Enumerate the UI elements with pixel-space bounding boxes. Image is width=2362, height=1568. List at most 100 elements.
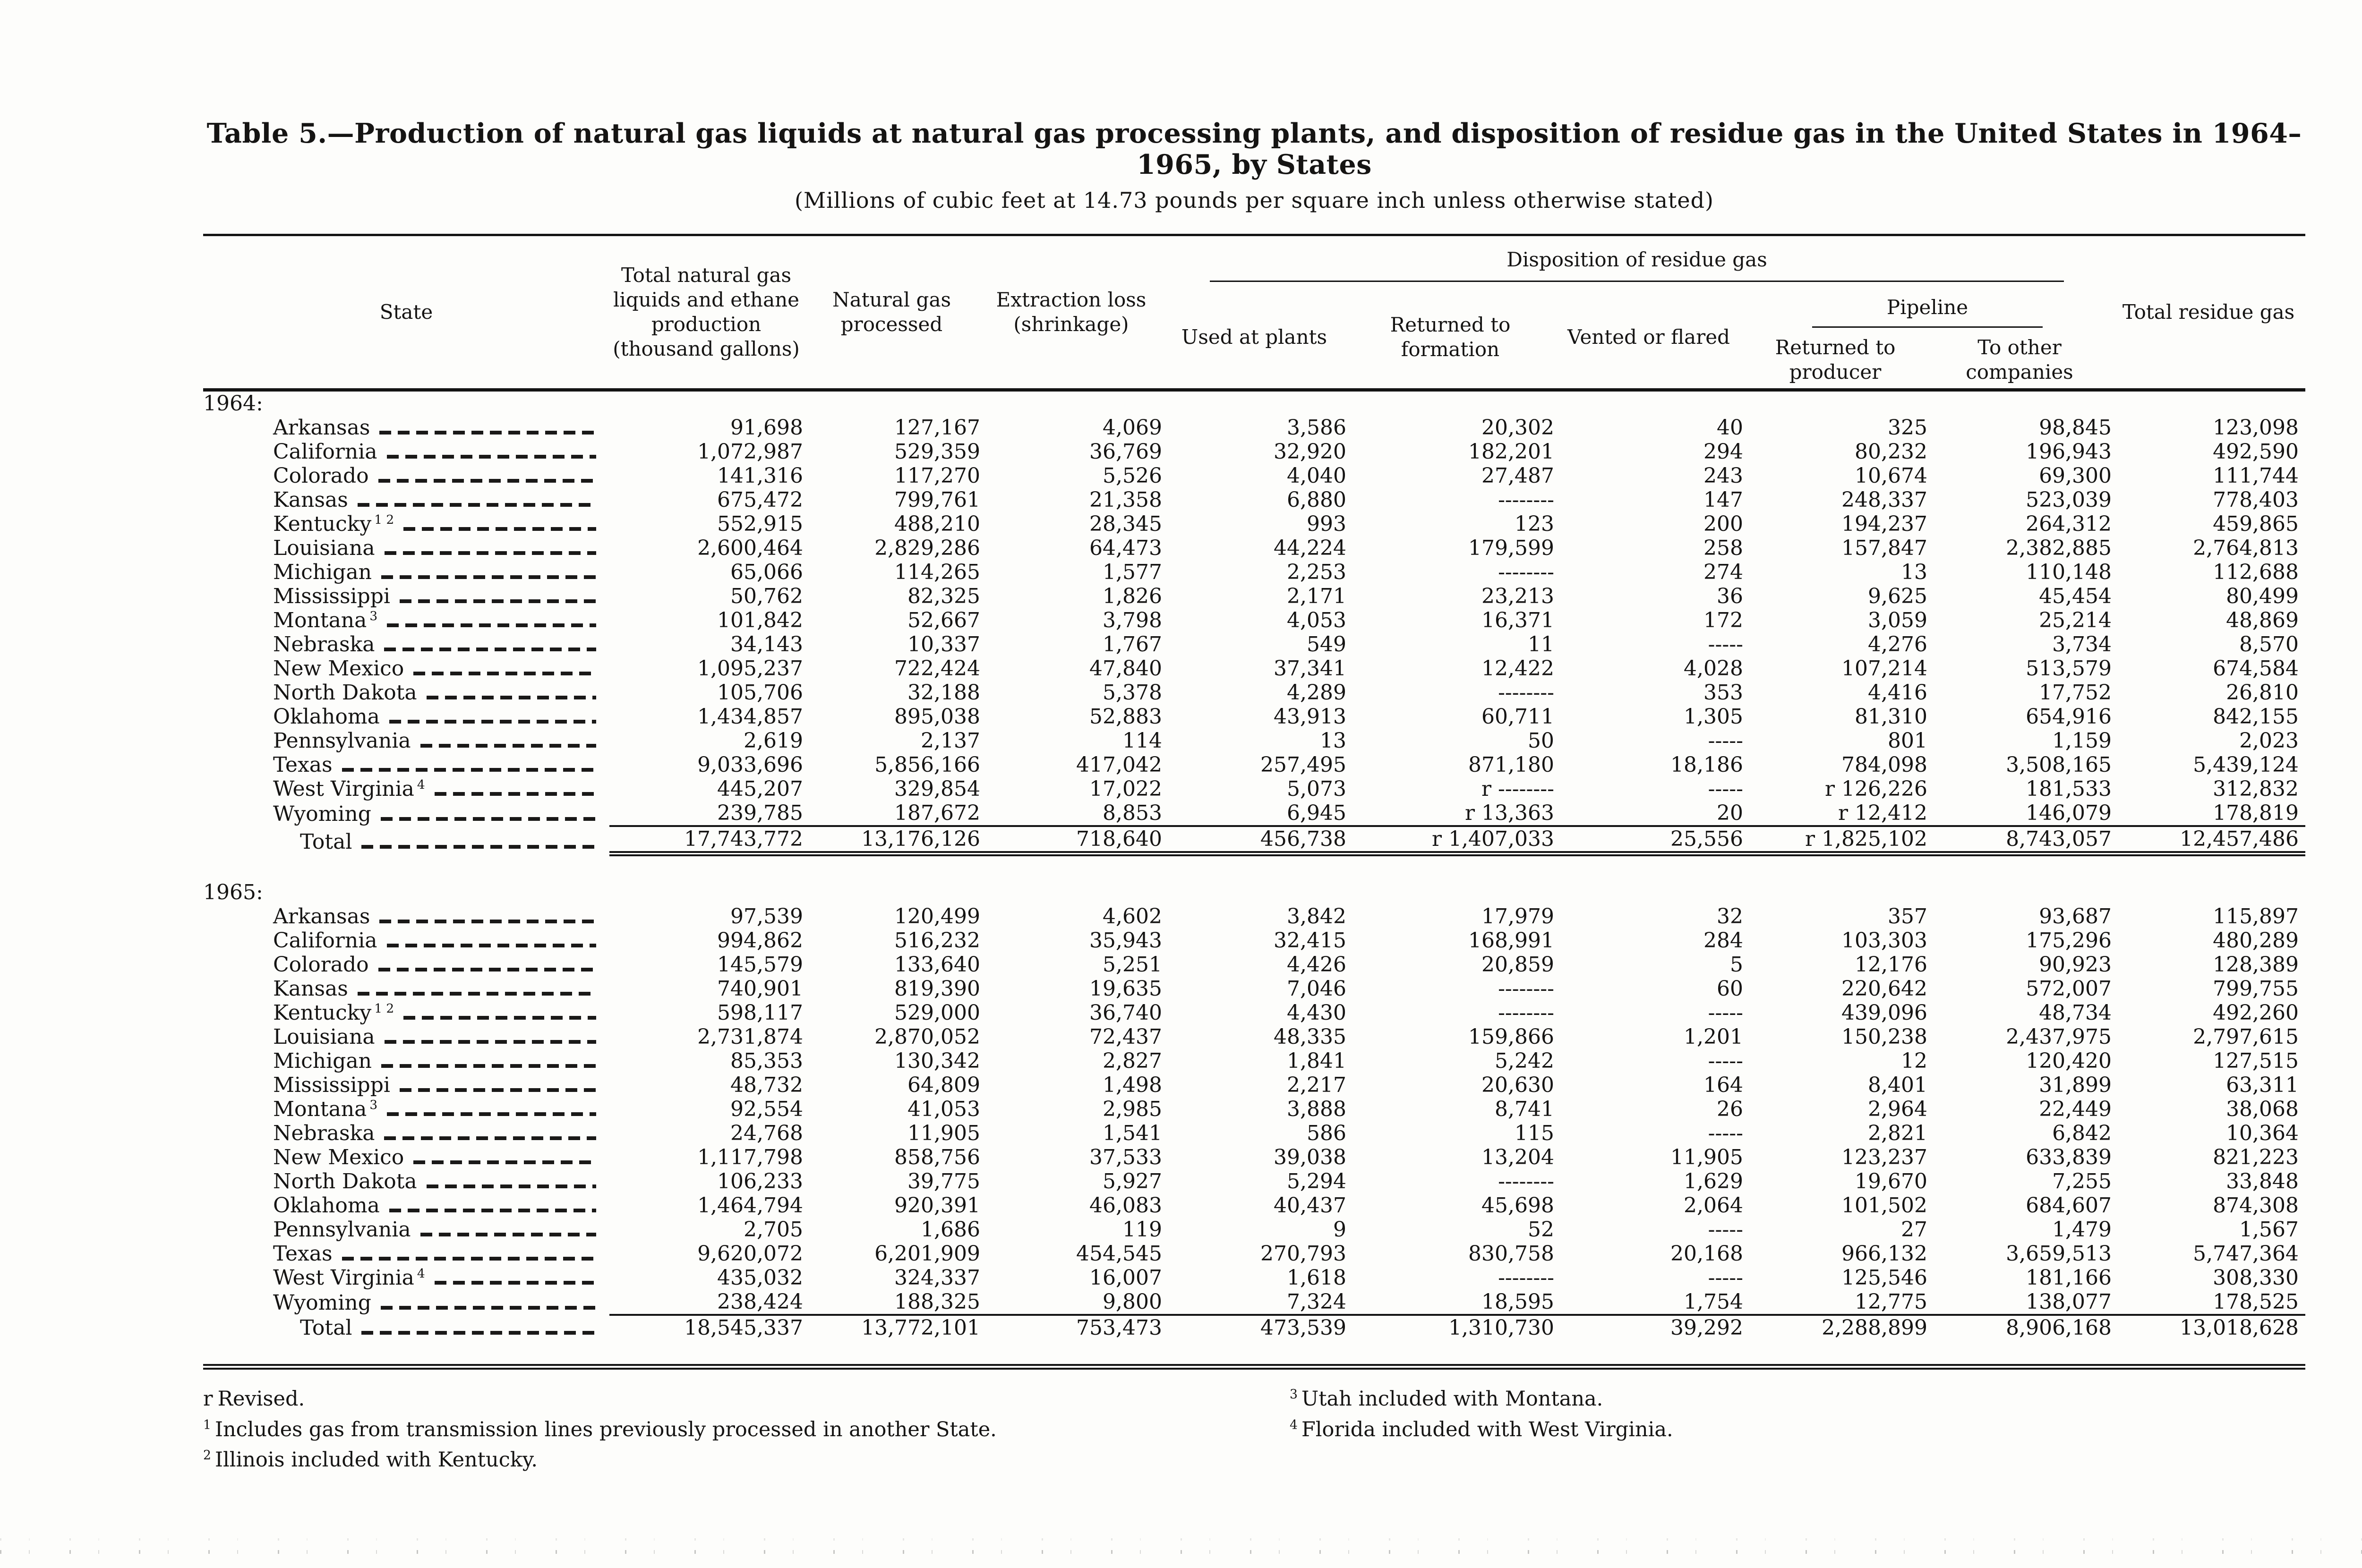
value-cell: 257,495 (1260, 753, 1346, 777)
value-cell: 133,640 (894, 953, 980, 977)
footnote-line: r Revised. (203, 1387, 305, 1411)
table-row: Wyoming 239,785 187,672 8,853 6,945 r 13,363 2… (203, 801, 2305, 826)
footnote-line: 3 Utah included with Montana. (1290, 1387, 1603, 1411)
value-cell: 874,308 (2213, 1193, 2299, 1218)
value-cell: 1,072,987 (697, 440, 803, 464)
dash-leader (413, 672, 596, 676)
value-cell: 36,769 (1089, 440, 1162, 464)
table-bottom-rule (203, 1340, 2306, 1370)
value-cell: 119 (1122, 1218, 1162, 1242)
dash-leader (342, 1257, 596, 1261)
value-cell: 146,079 (2026, 801, 2112, 826)
header-returned-to-producer: Returned to producer (1775, 336, 1896, 384)
value-cell: 6,945 (1287, 801, 1346, 826)
value-cell: 12 (1901, 1049, 1927, 1074)
value-cell: 120,420 (2026, 1049, 2112, 1074)
value-cell: 21,358 (1089, 488, 1162, 512)
value-cell: 895,038 (894, 705, 980, 729)
value-cell: 842,155 (2213, 705, 2299, 729)
header-disposition-group: Disposition of residue gas (1162, 235, 2112, 286)
value-cell: 35,943 (1089, 929, 1162, 953)
value-cell: 549 (1307, 632, 1346, 657)
value-cell: 91,698 (730, 416, 803, 440)
value-cell: 9,620,072 (697, 1242, 803, 1266)
state-label-cell: Mississippi (203, 584, 609, 608)
table-row: Oklahoma 1,464,794 920,391 46,083 40,437 45,6… (203, 1193, 2305, 1218)
table-row: New Mexico 1,117,798 858,756 37,533 39,038 13… (203, 1145, 2305, 1169)
value-cell: 8,906,168 (1927, 1314, 2112, 1340)
value-cell: 2,217 (1287, 1073, 1346, 1098)
value-cell: ----- (1708, 777, 1743, 801)
value-cell: 3,659,513 (2006, 1242, 2112, 1266)
value-cell: 5,251 (1103, 953, 1162, 977)
value-cell: 98,845 (2039, 416, 2112, 440)
value-cell: 4,602 (1103, 904, 1162, 929)
value-cell: 722,424 (894, 656, 980, 681)
dash-leader (384, 648, 596, 652)
value-cell: r 13,363 (1465, 801, 1554, 826)
value-cell: 1,159 (2052, 729, 2112, 753)
value-cell: 39,038 (1274, 1145, 1346, 1170)
value-cell: 9 (1333, 1218, 1346, 1242)
value-cell: 325 (1888, 416, 1927, 440)
value-cell: 110,148 (2026, 560, 2112, 585)
value-cell: 552,915 (717, 512, 803, 537)
dash-leader (386, 455, 596, 459)
dash-leader (378, 479, 596, 483)
value-cell: 17,752 (2039, 681, 2112, 705)
dash-leader (426, 696, 596, 700)
value-cell: 8,401 (1868, 1073, 1927, 1098)
value-cell: 178,525 (2213, 1290, 2299, 1314)
value-cell: 2,829,286 (874, 536, 980, 561)
value-cell: 34,143 (730, 632, 803, 657)
table-row: Pennsylvania 2,705 1,686 119 9 52 ----- 27 1,479… (203, 1218, 2305, 1242)
state-label-cell: Total (203, 1315, 609, 1340)
value-cell: 830,758 (1468, 1242, 1554, 1266)
value-cell: 966,132 (1841, 1242, 1927, 1266)
footnotes-right: 3 Utah included with Montana. 4 Florida inc… (1275, 1384, 2305, 1475)
value-cell: 513,579 (2026, 656, 2112, 681)
dash-leader (389, 1209, 596, 1213)
dash-leader (387, 1112, 596, 1116)
value-cell: 523,039 (2026, 488, 2112, 512)
value-cell: 196,943 (2026, 440, 2112, 464)
value-cell: 63,311 (2226, 1073, 2299, 1098)
value-cell: 164 (1703, 1073, 1743, 1098)
value-cell: 2,827 (1103, 1049, 1162, 1074)
value-cell: 125,546 (1841, 1266, 1927, 1290)
dash-leader (434, 792, 596, 796)
value-cell: 52,667 (907, 608, 980, 633)
value-cell: 1,686 (921, 1218, 980, 1242)
dash-leader (379, 920, 596, 924)
value-cell: 674,584 (2213, 656, 2299, 681)
state-label-cell: Colorado (203, 464, 609, 488)
value-cell: -------- (1498, 977, 1554, 1001)
table-row: New Mexico 1,095,237 722,424 47,840 37,341 12… (203, 656, 2305, 681)
header-extraction-loss: Extraction loss (shrinkage) (996, 288, 1147, 336)
value-cell: 4,069 (1103, 416, 1162, 440)
footnote-line: 2 Illinois included with Kentucky. (203, 1448, 538, 1472)
dash-leader (420, 1233, 596, 1237)
value-cell: 13,018,628 (2112, 1314, 2306, 1340)
total-row: Total 18,545,337 13,772,101 753,473 473,539 1… (203, 1314, 2306, 1340)
table-row: Wyoming 238,424 188,325 9,800 7,324 18,595 1,7… (203, 1290, 2305, 1315)
value-cell: 1,117,798 (697, 1145, 803, 1170)
value-cell: 2,171 (1287, 584, 1346, 609)
dash-leader (381, 575, 596, 579)
value-cell: 284 (1703, 929, 1743, 953)
value-cell: 141,316 (717, 464, 803, 488)
state-label-cell: Arkansas (203, 904, 609, 929)
value-cell: 65,066 (730, 560, 803, 585)
state-label-cell: California (203, 440, 609, 464)
state-label-cell: Texas (203, 1242, 609, 1266)
value-cell: 784,098 (1841, 753, 1927, 777)
value-cell: 12,775 (1855, 1290, 1927, 1314)
table-row: Arkansas 91,698 127,167 4,069 3,586 20,302 40 3… (203, 416, 2305, 440)
value-cell: 10,337 (907, 632, 980, 657)
dash-leader (380, 817, 596, 821)
value-cell: 2,797,615 (2193, 1025, 2299, 1049)
dash-leader (389, 720, 596, 724)
value-cell: 45,698 (1481, 1193, 1554, 1218)
value-cell: 2,382,885 (2006, 536, 2112, 561)
value-cell: 6,201,909 (874, 1242, 980, 1266)
